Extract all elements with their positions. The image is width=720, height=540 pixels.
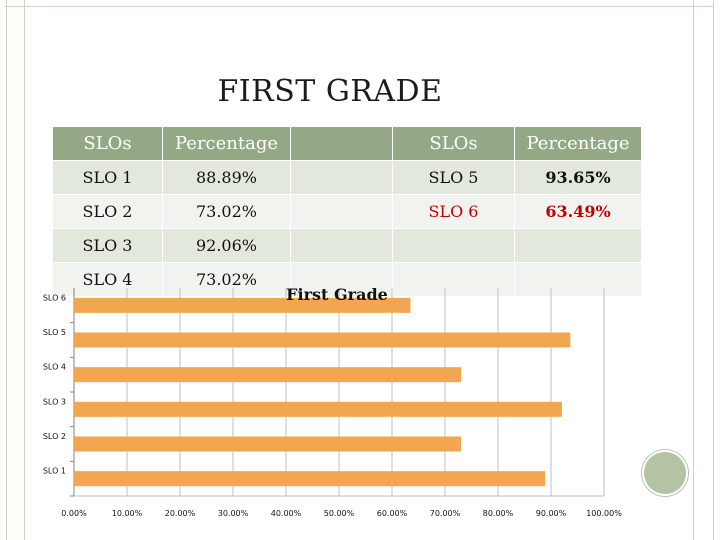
x-tick-label: 90.00%	[536, 509, 567, 518]
table-cell	[290, 160, 393, 195]
table-cell	[514, 262, 642, 297]
bar-slo-5	[74, 332, 571, 348]
header-cell: SLOs	[392, 126, 515, 161]
x-tick-label: 20.00%	[165, 509, 196, 518]
table-cell	[514, 228, 642, 263]
y-tick-label: SLO 6	[43, 293, 66, 302]
table-cell: 73.02%	[162, 194, 291, 229]
bar-slo-4	[74, 367, 462, 383]
table-cell-highlight: SLO 6	[392, 194, 515, 229]
table-row: SLO 2 73.02% SLO 6 63.49%	[52, 194, 642, 229]
first-grade-bar-chart: 0.00% 10.00% 20.00% 30.00% 40.00% 50.00% 60.00…	[43, 285, 622, 518]
table-cell	[290, 262, 393, 297]
x-tick-label: 80.00%	[483, 509, 514, 518]
x-tick-label: 10.00%	[112, 509, 143, 518]
table-cell: SLO 4	[52, 262, 163, 297]
decorative-circle	[642, 450, 688, 496]
frame-left-line	[6, 0, 7, 540]
header-cell	[290, 126, 393, 161]
bar-slo-6	[74, 297, 411, 313]
table-row: SLO 1 88.89% SLO 5 93.65%	[52, 160, 642, 195]
y-tick-label: SLO 4	[43, 363, 66, 372]
table-cell	[290, 194, 393, 229]
x-tick-label: 0.00%	[61, 509, 87, 518]
bar-slo-3	[74, 401, 562, 417]
table-cell: 88.89%	[162, 160, 291, 195]
bar-slo-2	[74, 436, 462, 452]
frame-right-line-outer	[713, 0, 714, 540]
frame-left-line-inner	[24, 0, 25, 540]
table-cell: SLO 5	[392, 160, 515, 195]
table-cell	[290, 228, 393, 263]
x-tick-label: 60.00%	[377, 509, 408, 518]
y-tick-label: SLO 5	[43, 328, 66, 337]
x-tick-label: 40.00%	[271, 509, 302, 518]
table-row: SLO 3 92.06%	[52, 228, 642, 263]
header-cell: Percentage	[514, 126, 642, 161]
table-cell: 73.02%	[162, 262, 291, 297]
x-tick-label: 100.00%	[586, 509, 622, 518]
table-cell: SLO 1	[52, 160, 163, 195]
x-tick-label: 50.00%	[324, 509, 355, 518]
x-tick-label: 70.00%	[430, 509, 461, 518]
table-cell-highlight: 63.49%	[514, 194, 642, 229]
frame-right-line	[693, 0, 694, 540]
table-cell: SLO 3	[52, 228, 163, 263]
frame-top-line	[4, 6, 714, 7]
header-cell: Percentage	[162, 126, 291, 161]
table-cell: 93.65%	[514, 160, 642, 195]
bar-slo-1	[74, 471, 546, 487]
table-cell: SLO 2	[52, 194, 163, 229]
table-cell	[392, 262, 515, 297]
chart-title: First Grade	[286, 285, 388, 304]
table-row: SLO 4 73.02%	[52, 262, 642, 297]
y-tick-label: SLO 3	[43, 397, 66, 406]
y-tick-label: SLO 2	[43, 432, 66, 441]
header-cell: SLOs	[52, 126, 163, 161]
slide-title: FIRST GRADE	[217, 74, 443, 109]
table-header-row: SLOs Percentage SLOs Percentage	[52, 126, 642, 161]
y-tick-label: SLO 1	[43, 467, 66, 476]
slo-table: SLOs Percentage SLOs Percentage SLO 1 88…	[52, 126, 642, 297]
x-tick-label: 30.00%	[218, 509, 249, 518]
table-cell: 92.06%	[162, 228, 291, 263]
table-cell	[392, 228, 515, 263]
